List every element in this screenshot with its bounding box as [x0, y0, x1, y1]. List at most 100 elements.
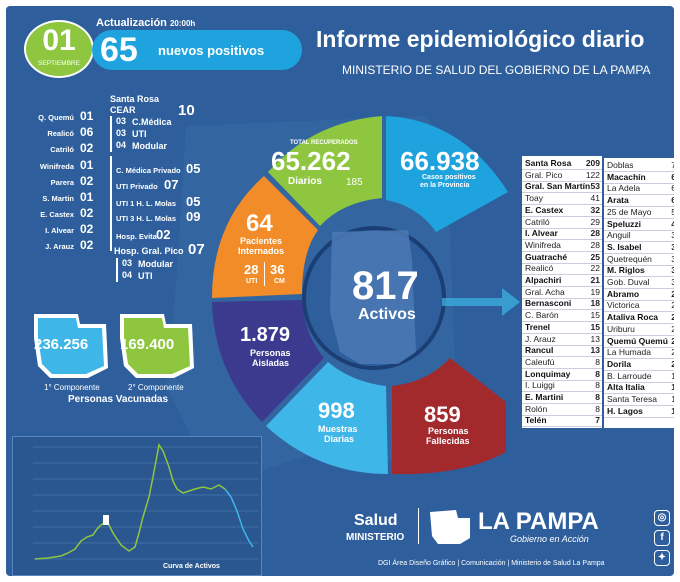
table-row-divider: [522, 379, 602, 381]
left-list-value: 02: [80, 222, 94, 236]
left-list-value: 02: [80, 174, 94, 188]
main-panel: 01 SEPTIEMBRE Actualización 20:00h 65 nu…: [6, 6, 674, 576]
table-department-name: Rolón: [525, 403, 548, 414]
gral-pico-title: Hosp. Gral. Pico: [114, 246, 184, 256]
table-row-divider: [522, 414, 602, 416]
vaccine-shape-1: [34, 314, 108, 378]
table-row-divider: [604, 229, 674, 231]
table-row-divider: [604, 241, 674, 243]
new-positives-label: nuevos positivos: [158, 43, 265, 58]
table-department-name: Realicó: [525, 263, 554, 274]
santa-rosa-title: Santa Rosa: [110, 94, 160, 104]
hospitalized-value: 64: [246, 210, 273, 237]
table-department-name: Alta Italia: [607, 382, 645, 393]
hospitalized-label-2: Internados: [238, 246, 285, 256]
table-row-divider: [604, 358, 674, 360]
table-row-divider: [522, 204, 602, 206]
table-department-name: B. Larroude: [607, 370, 652, 381]
table-row-divider: [604, 206, 674, 208]
date-badge: 01 SEPTIEMBRE: [24, 20, 94, 78]
recovered-value: 65.262: [271, 146, 351, 176]
table-department-value: 3: [671, 230, 674, 241]
table-department-name: Victorica: [607, 300, 640, 311]
table-department-value: 28: [590, 239, 600, 250]
table-department-name: Ataliva Roca: [607, 312, 659, 323]
left-list-value: 01: [80, 190, 94, 204]
bracket-line: [110, 116, 112, 152]
table-row-divider: [522, 274, 602, 276]
hospital-row-label: UTI 3 H. L. Molas: [116, 214, 177, 223]
left-list-name: Parera: [50, 178, 74, 187]
vaccinated-people-label: Personas Vacunadas: [68, 394, 169, 405]
table-department-value: 8: [595, 356, 600, 367]
table-row-divider: [604, 252, 674, 254]
table-department-name: Rancul: [525, 345, 554, 356]
left-list-name: S. Martin: [42, 194, 74, 203]
table-department-value: 7: [671, 160, 674, 170]
hospital-row-value: 07: [164, 177, 179, 192]
samples-label-2: Diarias: [324, 434, 355, 444]
vaccine-first-dose-value: 236.256: [34, 336, 89, 353]
table-department-value: 8: [595, 368, 600, 379]
hospital-row-label: UTI Privado: [116, 182, 158, 191]
gral-pico-value: 07: [188, 241, 205, 258]
table-row-divider: [522, 426, 602, 428]
vaccine-second-dose-value: 169.400: [120, 336, 175, 353]
table-row-divider: [522, 239, 602, 241]
instagram-icon[interactable]: ◎: [654, 510, 670, 526]
deaths-label-2: Fallecidas: [426, 436, 470, 446]
footer-credits: DGI Área Diseño Gráfico | Comunicación |…: [378, 560, 605, 567]
hospital-row-label: Hosp. Evita: [116, 232, 157, 241]
table-department-name: Gob. Duval: [607, 277, 650, 287]
table-department-name: Quemú Quemú: [607, 335, 668, 346]
facebook-icon[interactable]: f: [654, 530, 670, 546]
department-table-right: Doblas 7 Macachín 6 La Adela 6 Arata 6 25 de May…: [604, 158, 674, 428]
table-department-value: 2: [671, 358, 674, 369]
table-department-name: I. Luiggi: [525, 380, 555, 391]
twitter-icon[interactable]: ✦: [654, 550, 670, 566]
table-row-divider: [604, 334, 674, 336]
table-department-value: 1: [671, 394, 674, 404]
hospitalized-segment: [212, 176, 318, 298]
table-row-divider: [522, 262, 602, 264]
table-department-name: M. Riglos: [607, 265, 645, 276]
table-department-name: I. Alvear: [525, 228, 558, 239]
divider: [264, 262, 265, 286]
hospital-row-label: UTI 1 H. L. Molas: [116, 199, 177, 208]
table-department-value: 8: [595, 380, 600, 391]
gral-pico-item-label: Modular: [138, 259, 173, 269]
vaccine-shape-2: [120, 314, 194, 378]
new-positives-pill: 65 nuevos positivos: [92, 30, 302, 70]
table-department-value: 5: [671, 206, 674, 217]
cm-label: CM: [274, 278, 285, 285]
table-department-name: Arata: [607, 195, 629, 206]
table-department-name: Winifreda: [525, 239, 561, 250]
table-department-value: 21: [590, 275, 600, 285]
active-curve-svg: [33, 443, 258, 560]
table-row-divider: [522, 344, 602, 346]
hospital-row-value: 09: [186, 209, 201, 224]
left-list-value: 02: [80, 141, 94, 155]
table-department-value: 7: [595, 415, 600, 426]
cear-item-value: 04: [116, 140, 127, 150]
table-department-value: 209: [585, 158, 600, 168]
table-row-divider: [522, 227, 602, 229]
table-row-divider: [604, 217, 674, 219]
province-logo-icon: [430, 510, 470, 544]
province-map-shape: [330, 230, 416, 364]
table-department-value: 8: [595, 403, 600, 414]
table-department-value: 3: [671, 241, 674, 252]
left-list-value: 02: [80, 238, 94, 252]
table-department-name: Macachín: [607, 171, 646, 182]
table-row-divider: [522, 391, 602, 393]
gral-pico-item-value: 03: [122, 258, 133, 268]
table-department-name: E. Castex: [525, 204, 564, 215]
deaths-label-1: Personas: [428, 426, 469, 436]
table-row-divider: [604, 194, 674, 196]
left-list-name: Q. Quemú: [38, 113, 74, 122]
isolated-label-1: Personas: [250, 348, 291, 358]
table-row-divider: [522, 356, 602, 358]
table-department-value: 25: [590, 251, 600, 262]
new-positives-number: 65: [100, 31, 138, 69]
